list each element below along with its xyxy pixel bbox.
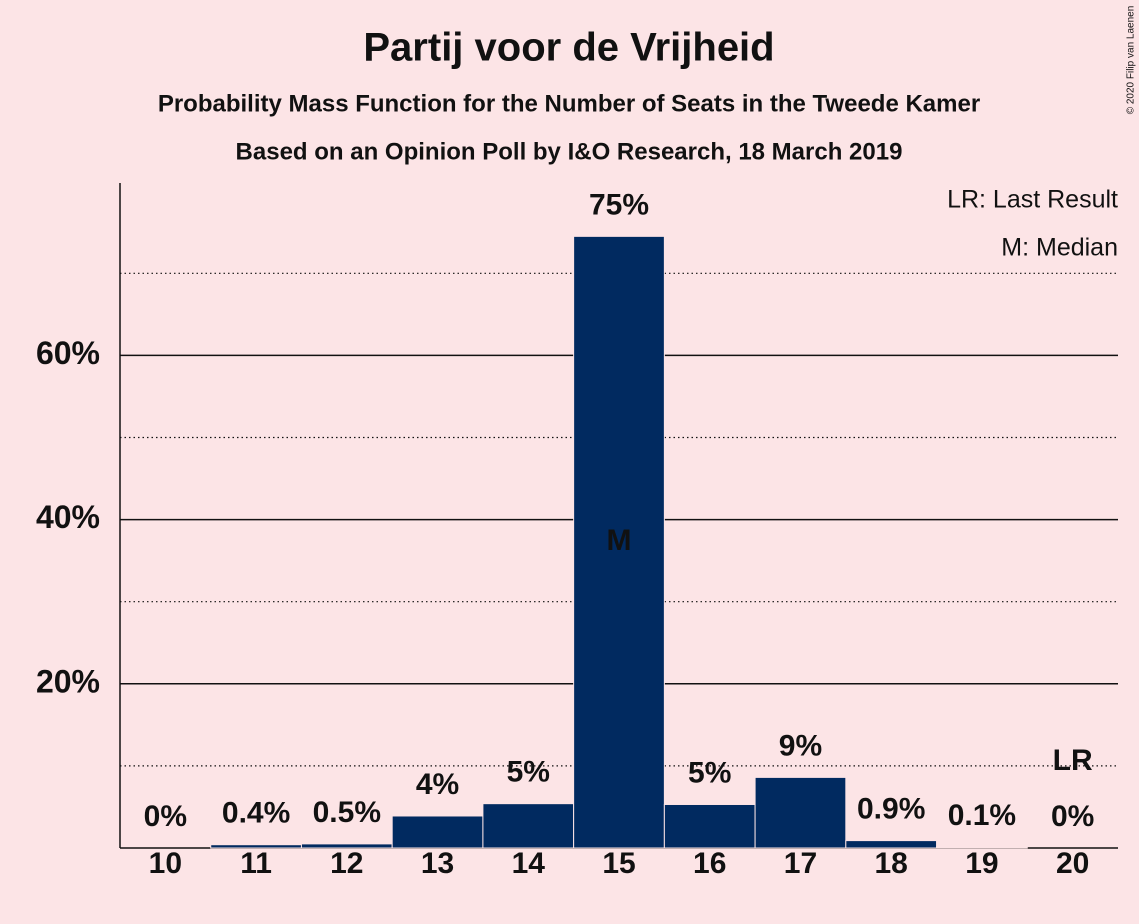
bar: [391, 815, 484, 849]
value-label: 0.9%: [857, 793, 925, 826]
bar: [936, 846, 1028, 849]
bar: [573, 235, 665, 849]
x-tick-label: 13: [421, 847, 454, 880]
value-label: 75%: [589, 188, 649, 221]
value-label: 4%: [416, 768, 459, 801]
value-label: 5%: [507, 756, 550, 789]
chart-subtitle: Based on an Opinion Poll by I&O Research…: [236, 138, 903, 165]
annotation: M: [607, 524, 632, 557]
value-label: 9%: [779, 729, 822, 762]
bar: [663, 803, 756, 849]
x-tick-label: 12: [330, 847, 363, 880]
chart-title: Partij voor de Vrijheid: [363, 26, 774, 70]
x-tick-label: 10: [149, 847, 182, 880]
x-tick-label: 18: [874, 847, 907, 880]
x-tick-label: 15: [602, 847, 635, 880]
x-tick-label: 19: [965, 847, 998, 880]
value-label: 0.4%: [222, 797, 290, 830]
chart-subtitle: Probability Mass Function for the Number…: [158, 90, 980, 117]
x-tick-label: 14: [512, 847, 546, 880]
x-tick-label: 17: [784, 847, 817, 880]
y-tick-label: 40%: [36, 499, 100, 535]
y-tick-label: 20%: [36, 663, 100, 699]
value-label: 5%: [688, 756, 731, 789]
x-tick-label: 11: [240, 847, 272, 880]
x-tick-label: 20: [1056, 847, 1089, 880]
legend-entry: LR: Last Result: [947, 186, 1118, 214]
bar: [210, 844, 302, 849]
value-label: 0%: [1051, 800, 1094, 833]
annotation: LR: [1053, 744, 1093, 777]
bar: [482, 803, 575, 849]
x-tick-label: 16: [693, 847, 726, 880]
y-tick-label: 60%: [36, 335, 100, 371]
value-label: 0%: [144, 800, 187, 833]
bar: [300, 843, 393, 849]
bar: [754, 776, 847, 849]
bar: [845, 840, 938, 849]
copyright: © 2020 Filip van Laenen: [1126, 6, 1137, 115]
legend-entry: M: Median: [1001, 234, 1118, 262]
value-label: 0.5%: [313, 796, 381, 829]
value-label: 0.1%: [948, 799, 1016, 832]
